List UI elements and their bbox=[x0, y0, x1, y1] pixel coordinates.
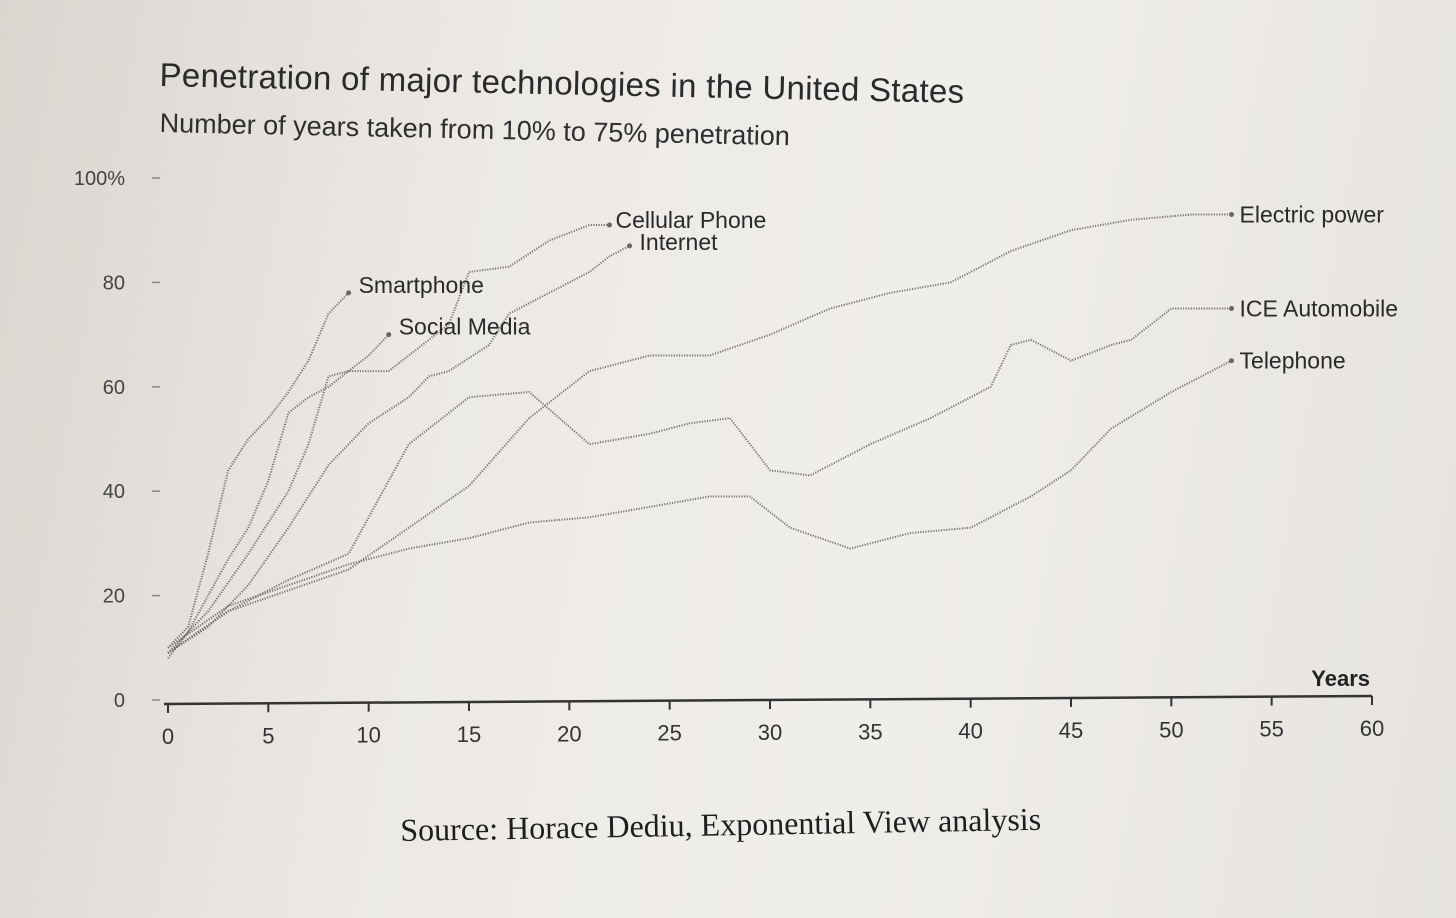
x-tick-label: 35 bbox=[858, 719, 882, 744]
series-end-point-cellular-phone bbox=[606, 222, 612, 228]
series-label-telephone: Telephone bbox=[1240, 348, 1346, 374]
y-tick-label: 20 bbox=[103, 586, 125, 608]
series-label-smartphone: Smartphone bbox=[359, 272, 484, 298]
series-line-ice-automobile bbox=[167, 307, 1232, 654]
series-end-point-social-media bbox=[386, 332, 392, 338]
x-axis: 0 5 10 15 20 25 30 35 40 45 50 55 60 Years bbox=[162, 666, 1384, 749]
series-line-smartphone bbox=[167, 292, 350, 649]
series-end-point-smartphone bbox=[346, 290, 352, 296]
x-axis-title: Years bbox=[1311, 666, 1370, 691]
x-tick-label: 0 bbox=[162, 724, 174, 749]
x-tick-label: 30 bbox=[758, 720, 782, 745]
x-tick-label: 45 bbox=[1059, 718, 1083, 743]
y-tick-label: 60 bbox=[103, 377, 125, 399]
series-line-telephone bbox=[167, 359, 1232, 649]
y-axis: 0 20 40 60 80 100% bbox=[74, 168, 160, 712]
series-line-internet bbox=[167, 245, 630, 654]
x-tick-label: 5 bbox=[262, 723, 274, 748]
series-label-internet: Internet bbox=[640, 229, 719, 255]
x-axis-line bbox=[163, 694, 1373, 706]
x-tick-label: 60 bbox=[1360, 716, 1384, 741]
y-tick-label: 100% bbox=[74, 168, 125, 190]
series-label-social-media: Social Media bbox=[399, 314, 531, 340]
series-end-point-telephone bbox=[1229, 358, 1235, 364]
x-tick-label: 40 bbox=[958, 719, 982, 744]
y-tick-label: 0 bbox=[114, 690, 125, 712]
series-end-point-electric-power bbox=[1229, 212, 1235, 218]
x-tick-label: 25 bbox=[657, 721, 681, 746]
series-label-ice-automobile: ICE Automobile bbox=[1240, 296, 1399, 322]
y-tick-label: 40 bbox=[103, 481, 125, 503]
y-tick-label: 80 bbox=[103, 272, 125, 294]
series-line-electric-power bbox=[167, 213, 1232, 654]
series-labels: Smartphone Social Media Cellular PhoneInte… bbox=[359, 202, 1398, 374]
series-label-cellular-phone: Cellular Phone bbox=[615, 207, 766, 233]
x-tick-label: 20 bbox=[557, 721, 581, 746]
series-end-point-ice-automobile bbox=[1229, 306, 1235, 311]
x-tick-label: 10 bbox=[356, 723, 380, 748]
series-line-cellular-phone bbox=[167, 224, 610, 654]
series-line-social-media bbox=[167, 333, 390, 659]
x-tick-label: 15 bbox=[457, 722, 481, 747]
series-end-point-internet bbox=[627, 243, 633, 249]
series-label-electric-power: Electric power bbox=[1240, 202, 1385, 228]
x-tick-label: 50 bbox=[1159, 717, 1183, 742]
x-tick-label: 55 bbox=[1259, 717, 1283, 742]
series-lines bbox=[167, 212, 1235, 659]
